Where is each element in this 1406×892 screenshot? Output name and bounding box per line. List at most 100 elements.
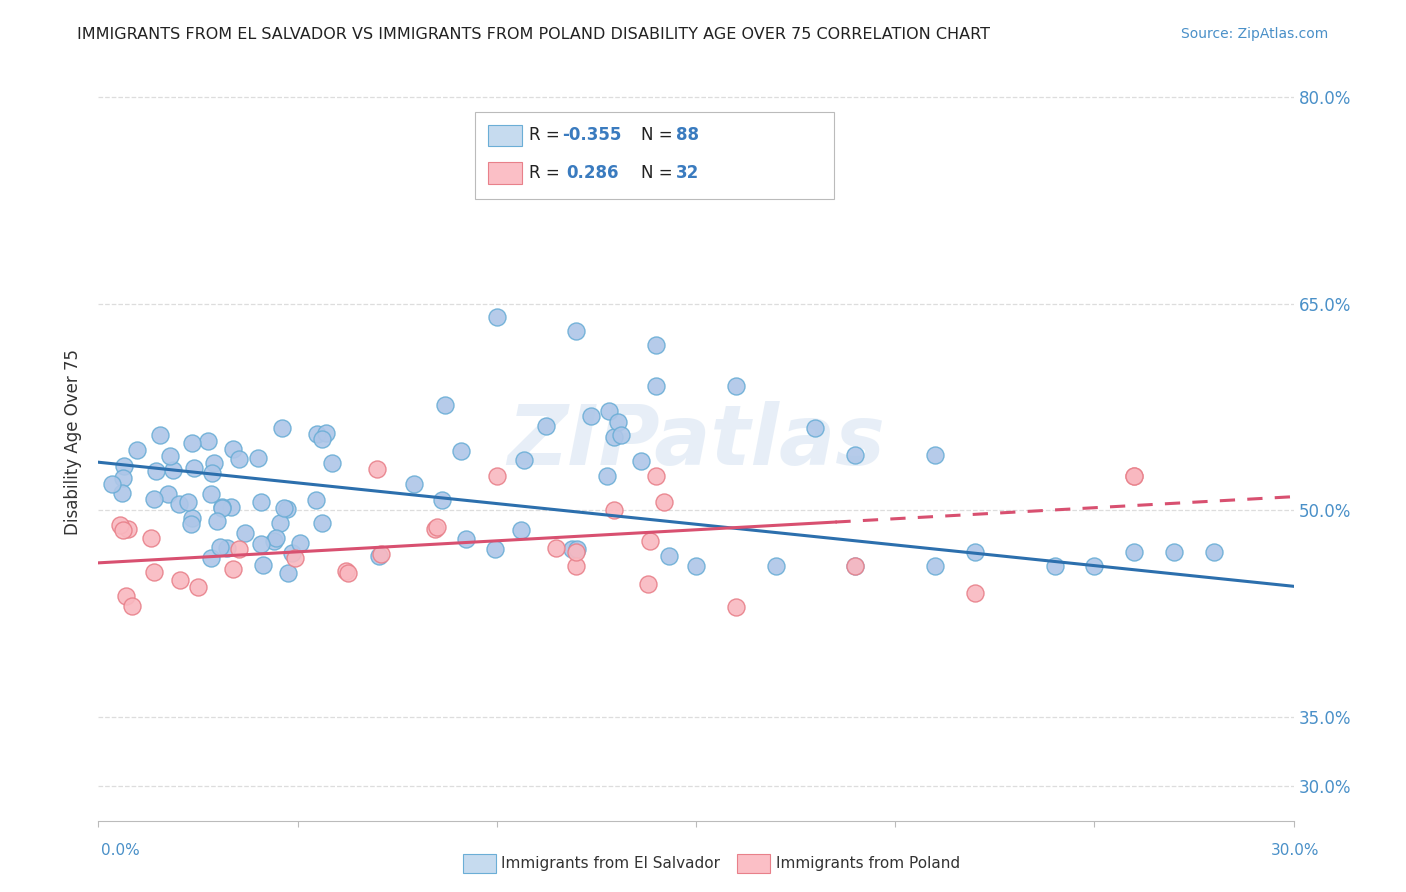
Text: Immigrants from El Salvador: Immigrants from El Salvador <box>501 856 720 871</box>
Point <box>281 546 304 560</box>
Point <box>200 486 222 500</box>
Text: 30.0%: 30.0% <box>1271 843 1319 857</box>
Point <box>228 451 250 466</box>
Point <box>276 501 298 516</box>
Point <box>271 421 294 435</box>
Text: Immigrants from Poland: Immigrants from Poland <box>776 856 960 871</box>
Text: R =: R = <box>529 164 565 182</box>
Text: 0.286: 0.286 <box>567 164 619 182</box>
Point <box>159 449 181 463</box>
Point <box>228 542 250 557</box>
Point <box>211 501 233 516</box>
Point <box>219 500 242 515</box>
Point <box>598 403 620 417</box>
Point <box>606 415 628 429</box>
Point <box>603 429 626 443</box>
Point <box>561 541 583 556</box>
Point <box>724 599 747 614</box>
Point <box>509 523 531 537</box>
Point <box>201 466 224 480</box>
Point <box>963 586 986 600</box>
Text: -0.355: -0.355 <box>562 126 621 144</box>
Point <box>247 451 270 466</box>
Point <box>112 524 135 538</box>
Point <box>222 562 245 576</box>
Point <box>277 566 299 581</box>
Point <box>645 338 668 352</box>
Point <box>645 379 668 393</box>
Point <box>456 533 478 547</box>
Point <box>101 477 124 491</box>
Point <box>544 541 567 556</box>
Point <box>485 469 508 483</box>
Text: Source: ZipAtlas.com: Source: ZipAtlas.com <box>1181 27 1329 41</box>
Point <box>337 566 360 581</box>
Point <box>162 463 184 477</box>
Point <box>115 589 138 603</box>
Point <box>252 558 274 573</box>
Point <box>844 558 866 573</box>
Point <box>121 599 143 613</box>
Point <box>804 421 827 435</box>
Text: N =: N = <box>641 164 678 182</box>
Point <box>924 448 946 462</box>
Point <box>368 549 391 563</box>
Point <box>250 537 273 551</box>
Point <box>183 460 205 475</box>
Point <box>630 454 652 468</box>
Point <box>844 558 866 573</box>
Point <box>273 501 295 516</box>
Point <box>565 545 588 559</box>
Point <box>311 516 333 530</box>
Point <box>315 425 337 440</box>
Point <box>263 533 285 548</box>
Point <box>200 551 222 566</box>
Point <box>565 542 588 557</box>
Point <box>311 432 333 446</box>
Point <box>645 469 668 483</box>
Point <box>1123 469 1146 483</box>
Point <box>1123 545 1146 559</box>
Text: 88: 88 <box>676 126 699 144</box>
Point <box>335 564 357 578</box>
Point <box>1083 558 1105 573</box>
Point <box>1123 469 1146 483</box>
Point <box>187 580 209 594</box>
Point <box>222 442 245 456</box>
Point <box>963 545 986 559</box>
Point <box>269 516 291 530</box>
Point <box>1202 545 1225 559</box>
Point <box>233 526 256 541</box>
Point <box>685 558 707 573</box>
Point <box>177 495 200 509</box>
Point <box>565 558 588 573</box>
Point <box>450 443 472 458</box>
Text: ZIPatlas: ZIPatlas <box>508 401 884 482</box>
Point <box>603 502 626 516</box>
Text: 32: 32 <box>676 164 700 182</box>
Point <box>305 493 328 508</box>
Point <box>208 540 231 554</box>
Point <box>1163 545 1185 559</box>
Point <box>145 465 167 479</box>
Point <box>924 558 946 573</box>
Point <box>288 536 311 550</box>
Point <box>513 453 536 467</box>
Point <box>426 520 449 534</box>
Point <box>640 534 662 549</box>
Point <box>180 517 202 532</box>
Point <box>579 409 602 424</box>
Text: N =: N = <box>641 126 678 144</box>
Point <box>127 442 149 457</box>
Y-axis label: Disability Age Over 75: Disability Age Over 75 <box>65 349 83 534</box>
Point <box>211 500 233 514</box>
Point <box>284 551 307 566</box>
Point <box>111 486 134 500</box>
Point <box>536 418 558 433</box>
Point <box>264 531 287 545</box>
Point <box>157 486 180 500</box>
Point <box>205 514 228 528</box>
Point <box>108 517 131 532</box>
Point <box>370 547 392 561</box>
Point <box>217 541 239 555</box>
